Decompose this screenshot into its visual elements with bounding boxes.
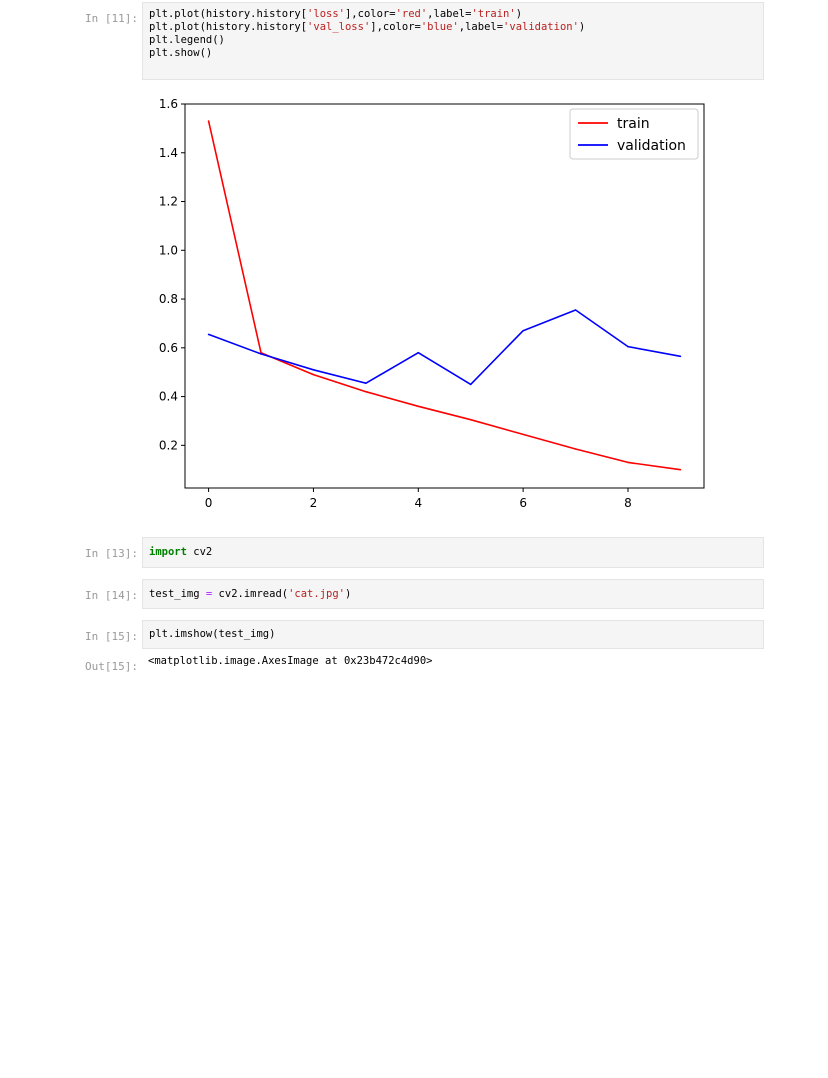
code-keyword: import — [149, 546, 187, 558]
data-point-train — [522, 433, 524, 436]
code-token: plt.imshow(test_img) — [149, 628, 276, 640]
data-point-train — [627, 461, 629, 464]
legend-box — [569, 108, 699, 160]
y-tick-label: 1.4 — [159, 146, 178, 160]
code-content: plt.plot(history.history['loss'],color='… — [143, 3, 763, 65]
input-prompt: In [11]: — [85, 12, 138, 25]
loss-chart: 0.2 0.4 0.6 0.8 1.0 1.2 1.4 1.6 0 2 4 6 8 train valida… — [159, 97, 705, 510]
y-tick-label: 0.6 — [159, 341, 178, 355]
x-tick-label: 0 — [205, 496, 213, 510]
y-tick-label: 0.8 — [159, 292, 178, 306]
code-token: ],color= — [370, 21, 421, 33]
code-token: ) — [578, 21, 586, 33]
data-point-train — [469, 418, 472, 421]
code-content: plt.imshow(test_img) — [143, 621, 763, 646]
code-line: plt.show() — [149, 47, 212, 59]
code-editor[interactable]: plt.imshow(test_img) — [142, 620, 764, 649]
code-operator: = — [205, 588, 213, 600]
code-string: 'red' — [395, 8, 428, 20]
input-prompt: In [14]: — [85, 589, 138, 602]
x-tick-label: 4 — [414, 496, 422, 510]
data-point-validation — [574, 309, 577, 311]
code-line: plt.legend() — [149, 34, 225, 46]
code-token: ) — [515, 8, 523, 20]
code-string: 'loss' — [307, 8, 345, 20]
x-tick-label: 6 — [519, 496, 527, 510]
data-point-validation — [679, 355, 682, 358]
code-string: 'train' — [471, 8, 516, 20]
code-string: 'blue' — [420, 21, 459, 33]
code-cell-13: In [13]: import cv2 — [0, 537, 828, 569]
data-point-validation — [365, 382, 367, 384]
code-editor[interactable]: import cv2 — [142, 537, 764, 568]
y-tick-label: 1.0 — [159, 243, 178, 257]
data-point-train — [417, 405, 420, 408]
data-point-validation — [417, 351, 420, 354]
series-line-train — [207, 120, 681, 471]
data-point-validation — [522, 329, 524, 332]
code-cell-15: In [15]: plt.imshow(test_img) Out[15]: <… — [0, 620, 828, 680]
code-token: cv2 — [186, 546, 213, 558]
input-prompt: In [13]: — [85, 547, 138, 560]
data-point-train — [207, 120, 210, 122]
data-point-validation — [260, 353, 262, 355]
legend-label-train: train — [617, 116, 650, 132]
plot-area — [184, 103, 705, 489]
code-token: plt.show() — [149, 47, 213, 59]
data-point-train — [365, 390, 367, 393]
code-string: 'validation' — [503, 21, 579, 33]
code-content: import cv2 — [143, 538, 763, 564]
code-line: plt.plot(history.history['loss'],color='… — [149, 8, 522, 20]
code-line: plt.imshow(test_img) — [149, 628, 275, 640]
x-tick-label: 2 — [310, 496, 318, 510]
code-token: cv2.imread( — [212, 588, 289, 600]
legend-label-validation: validation — [617, 138, 686, 154]
code-string: 'val_loss' — [307, 21, 371, 33]
code-editor[interactable]: test_img = cv2.imread('cat.jpg') — [142, 579, 764, 609]
data-point-train — [679, 468, 682, 471]
data-point-train — [574, 448, 577, 450]
code-token: test_img — [149, 588, 206, 600]
series-line-validation — [208, 309, 681, 386]
code-line: import cv2 — [149, 546, 212, 558]
code-token: ,label= — [427, 8, 472, 20]
data-point-validation — [312, 368, 315, 371]
code-line: plt.plot(history.history['val_loss'],col… — [149, 21, 585, 33]
code-cell-11: In [11]: plt.plot(history.history['loss'… — [0, 2, 828, 82]
code-token: ],color= — [344, 8, 396, 20]
code-token: ) — [345, 588, 352, 600]
code-content: test_img = cv2.imread('cat.jpg') — [143, 580, 763, 606]
data-point-train — [312, 373, 315, 376]
y-tick-label: 1.2 — [159, 195, 178, 209]
y-tick-label: 0.2 — [159, 438, 178, 452]
code-token: plt.plot(history.history[ — [149, 8, 308, 20]
data-point-validation — [627, 345, 629, 348]
code-line: test_img = cv2.imread('cat.jpg') — [149, 588, 351, 600]
code-editor[interactable]: plt.plot(history.history['loss'],color='… — [142, 2, 764, 80]
y-tick-label: 1.6 — [159, 97, 178, 111]
data-point-validation — [207, 333, 210, 336]
x-tick-label: 8 — [624, 496, 632, 510]
data-point-validation — [469, 383, 472, 386]
input-prompt: In [15]: — [85, 630, 138, 643]
code-string: 'cat.jpg' — [288, 588, 345, 600]
code-token: ,label= — [458, 21, 504, 33]
code-cell-14: In [14]: test_img = cv2.imread('cat.jpg'… — [0, 579, 828, 611]
output-prompt: Out[15]: — [85, 660, 138, 673]
code-token: plt.plot(history.history[ — [149, 21, 308, 33]
output-text: <matplotlib.image.AxesImage at 0x23b472c… — [148, 655, 433, 667]
code-token: plt.legend() — [149, 34, 225, 46]
y-tick-label: 0.4 — [159, 390, 178, 404]
